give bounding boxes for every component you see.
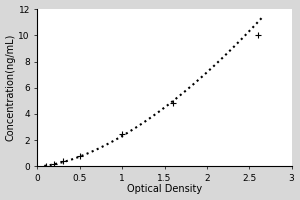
Point bbox=[255, 34, 260, 37]
Point bbox=[52, 163, 57, 166]
Point bbox=[120, 132, 124, 135]
X-axis label: Optical Density: Optical Density bbox=[127, 184, 202, 194]
Point bbox=[44, 164, 48, 167]
Point bbox=[77, 154, 82, 158]
Y-axis label: Concentration(ng/mL): Concentration(ng/mL) bbox=[6, 34, 16, 141]
Point bbox=[61, 160, 65, 163]
Point bbox=[171, 102, 176, 105]
